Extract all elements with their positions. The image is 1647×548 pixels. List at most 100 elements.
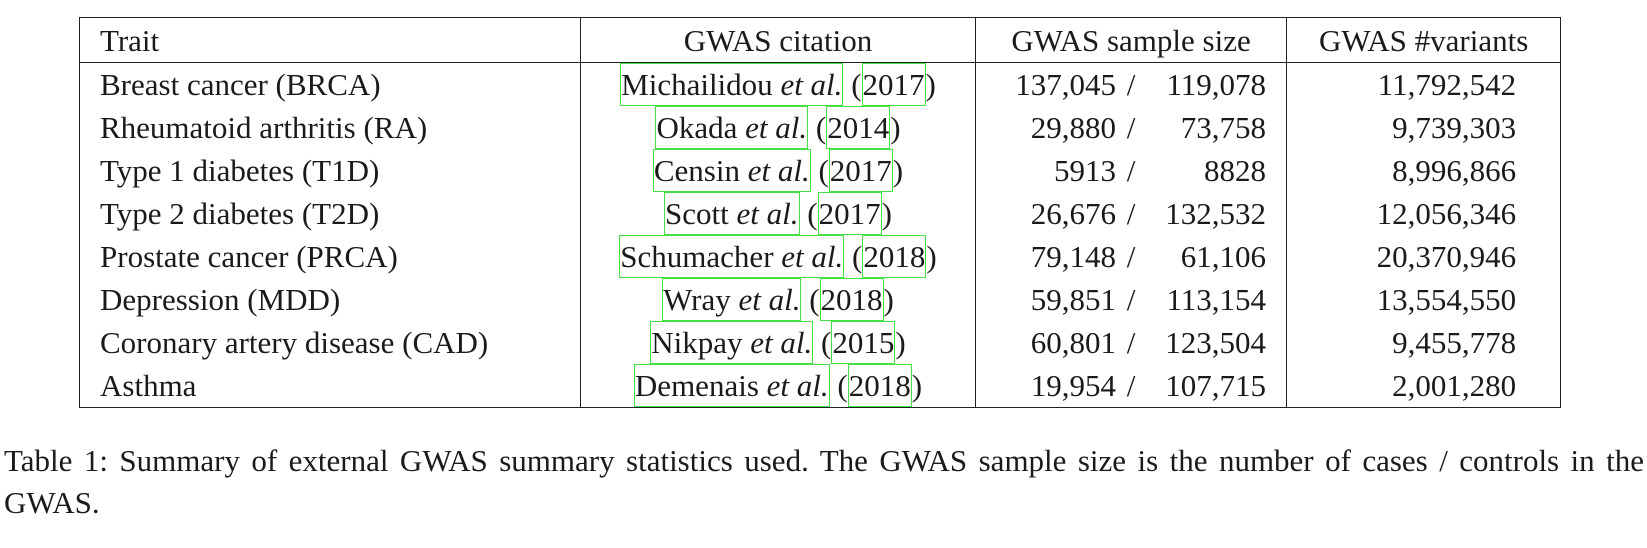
citation-year-link[interactable]: 2018 bbox=[847, 364, 912, 407]
citation-etal: et al. bbox=[738, 282, 801, 317]
gwas-summary-table: Trait GWAS citation GWAS sample size GWA… bbox=[78, 17, 1561, 408]
citation-author: Nikpay bbox=[651, 325, 743, 360]
citation: Nikpay et al. (2015) bbox=[650, 321, 906, 364]
table-caption: Table 1: Summary of external GWAS summar… bbox=[4, 443, 1644, 520]
cases-controls-separator: / bbox=[1126, 153, 1136, 188]
citation: Okada et al. (2014) bbox=[655, 106, 901, 149]
citation-close-paren: ) bbox=[890, 110, 901, 145]
citation-year-link[interactable]: 2018 bbox=[819, 278, 884, 321]
table-header-row: Trait GWAS citation GWAS sample size GWA… bbox=[78, 17, 1561, 63]
table-row: Asthma Demenais et al. (2018) 19,954 / 107,7… bbox=[78, 364, 1561, 408]
citation-close-paren: ) bbox=[881, 196, 892, 231]
cases-count: 79,148 bbox=[1030, 239, 1117, 274]
trait-cell: Rheumatoid arthritis (RA) bbox=[78, 106, 582, 149]
header-trait: Trait bbox=[78, 17, 582, 63]
variants-cell: 11,792,542 bbox=[1286, 62, 1561, 106]
table-row: Rheumatoid arthritis (RA) Okada et al. (2… bbox=[78, 106, 1561, 149]
citation-open-paren: ( bbox=[813, 325, 832, 360]
cases-controls-separator: / bbox=[1126, 325, 1136, 360]
citation-year-link[interactable]: 2017 bbox=[861, 63, 926, 106]
citation-etal: et al. bbox=[780, 67, 843, 102]
citation-etal: et al. bbox=[745, 110, 808, 145]
citation-year-link[interactable]: 2018 bbox=[862, 235, 927, 278]
cases-count: 137,045 bbox=[1015, 67, 1117, 102]
citation-author: Michailidou bbox=[621, 67, 773, 102]
table-row: Breast cancer (BRCA) Michailidou et al. (… bbox=[78, 62, 1561, 106]
citation-author-link[interactable]: Wray et al. bbox=[662, 278, 802, 321]
citation-etal: et al. bbox=[766, 368, 829, 403]
citation-author-link[interactable]: Demenais et al. bbox=[633, 364, 830, 407]
trait-cell: Breast cancer (BRCA) bbox=[78, 62, 582, 106]
cases-count: 26,676 bbox=[1030, 196, 1117, 231]
cases-controls-separator: / bbox=[1126, 368, 1136, 403]
citation-etal: et al. bbox=[750, 325, 813, 360]
citation-year-link[interactable]: 2014 bbox=[826, 106, 891, 149]
citation-open-paren: ( bbox=[799, 196, 818, 231]
citation-close-paren: ) bbox=[926, 239, 937, 274]
header-gwas-variants: GWAS #variants bbox=[1286, 17, 1561, 63]
controls-count: 73,758 bbox=[1180, 110, 1267, 145]
controls-count: 123,504 bbox=[1165, 325, 1267, 360]
trait-cell: Type 1 diabetes (T1D) bbox=[78, 149, 582, 192]
variants-count: 12,056,346 bbox=[1376, 196, 1517, 231]
citation-author: Scott bbox=[665, 196, 729, 231]
citation-author-link[interactable]: Scott et al. bbox=[664, 192, 800, 235]
citation-author: Schumacher bbox=[620, 239, 774, 274]
citation-author-link[interactable]: Schumacher et al. bbox=[619, 235, 845, 278]
sample-size-cell: 5913 / 8828 bbox=[975, 149, 1288, 192]
sample-size-cell: 19,954 / 107,715 bbox=[975, 364, 1288, 408]
cases-controls-separator: / bbox=[1126, 67, 1136, 102]
controls-count: 119,078 bbox=[1166, 67, 1267, 102]
citation-author: Demenais bbox=[634, 368, 759, 403]
citation-cell: Nikpay et al. (2015) bbox=[580, 321, 976, 364]
citation-cell: Censin et al. (2017) bbox=[580, 149, 976, 192]
citation-author-link[interactable]: Censin et al. bbox=[652, 149, 811, 192]
variants-count: 13,554,550 bbox=[1376, 282, 1517, 317]
citation-close-paren: ) bbox=[892, 153, 904, 188]
trait-cell: Prostate cancer (PRCA) bbox=[78, 235, 582, 278]
variants-cell: 8,996,866 bbox=[1286, 149, 1561, 192]
cases-controls-separator: / bbox=[1126, 110, 1136, 145]
trait-cell: Type 2 diabetes (T2D) bbox=[78, 192, 582, 235]
table-row: Prostate cancer (PRCA) Schumacher et al. … bbox=[78, 235, 1561, 278]
sample-size-cell: 60,801 / 123,504 bbox=[975, 321, 1288, 364]
sample-size-cell: 29,880 / 73,758 bbox=[975, 106, 1288, 149]
variants-count: 9,455,778 bbox=[1392, 325, 1517, 360]
variants-cell: 13,554,550 bbox=[1286, 278, 1561, 321]
citation-author-link[interactable]: Nikpay et al. bbox=[650, 321, 814, 364]
citation: Demenais et al. (2018) bbox=[633, 364, 923, 407]
controls-count: 8828 bbox=[1204, 153, 1267, 188]
table-row: Type 1 diabetes (T1D) Censin et al. (2017… bbox=[78, 149, 1561, 192]
citation-close-paren: ) bbox=[895, 325, 906, 360]
header-gwas-citation: GWAS citation bbox=[580, 17, 976, 63]
cases-count: 19,954 bbox=[1030, 368, 1117, 403]
citation-author-link[interactable]: Okada et al. bbox=[655, 106, 809, 149]
variants-cell: 9,455,778 bbox=[1286, 321, 1561, 364]
controls-count: 61,106 bbox=[1180, 239, 1267, 274]
sample-size-cell: 137,045 / 119,078 bbox=[975, 62, 1288, 106]
citation-close-paren: ) bbox=[883, 282, 894, 317]
citation-year-link[interactable]: 2017 bbox=[817, 192, 882, 235]
header-gwas-sample-size: GWAS sample size bbox=[975, 17, 1288, 63]
controls-count: 132,532 bbox=[1165, 196, 1267, 231]
citation-close-paren: ) bbox=[925, 67, 936, 102]
citation-year-link[interactable]: 2017 bbox=[828, 149, 893, 192]
citation-year-link[interactable]: 2015 bbox=[831, 321, 896, 364]
controls-count: 113,154 bbox=[1166, 282, 1267, 317]
variants-cell: 2,001,280 bbox=[1286, 364, 1561, 408]
trait-cell: Asthma bbox=[78, 364, 582, 408]
citation-author-link[interactable]: Michailidou et al. bbox=[620, 63, 844, 106]
citation-etal: et al. bbox=[747, 153, 810, 188]
sample-size-cell: 59,851 / 113,154 bbox=[975, 278, 1288, 321]
citation-cell: Michailidou et al. (2017) bbox=[580, 62, 976, 106]
citation-author: Wray bbox=[663, 282, 731, 317]
citation-open-paren: ( bbox=[843, 67, 862, 102]
citation-etal: et al. bbox=[781, 239, 844, 274]
citation-close-paren: ) bbox=[911, 368, 923, 403]
cases-controls-separator: / bbox=[1126, 282, 1136, 317]
cases-count: 5913 bbox=[1054, 153, 1117, 188]
citation-open-paren: ( bbox=[844, 239, 863, 274]
variants-cell: 12,056,346 bbox=[1286, 192, 1561, 235]
citation: Scott et al. (2017) bbox=[664, 192, 892, 235]
variants-cell: 20,370,946 bbox=[1286, 235, 1561, 278]
